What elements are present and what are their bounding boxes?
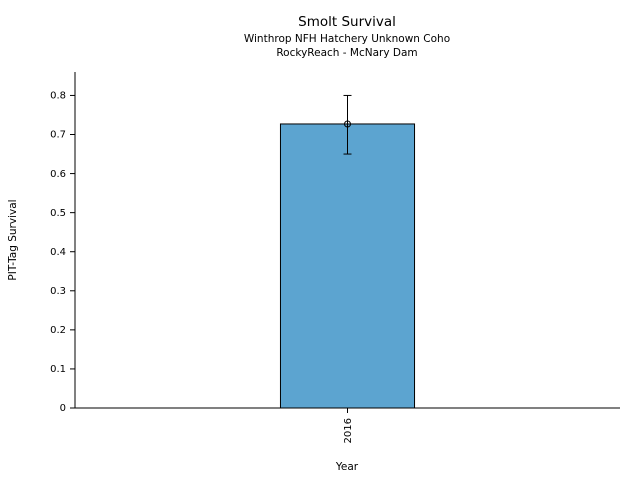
y-tick-label: 0.5 — [50, 208, 66, 219]
y-tick-label: 0.4 — [50, 247, 66, 258]
y-tick-label: 0.1 — [50, 364, 66, 375]
y-tick-label: 0.3 — [50, 286, 66, 297]
y-axis-label: PIT-Tag Survival — [7, 199, 19, 280]
y-tick-label: 0.6 — [50, 169, 66, 180]
point-marker — [344, 120, 351, 128]
chart-subtitle-line2: RockyReach - McNary Dam — [276, 47, 417, 59]
chart-subtitle-line1: Winthrop NFH Hatchery Unknown Coho — [244, 33, 450, 45]
x-axis-label: Year — [335, 461, 359, 473]
chart-title: Smolt Survival — [298, 14, 396, 30]
y-tick-label: 0 — [60, 403, 66, 414]
plot-area: 0 0.1 0.2 0.3 0.4 0.5 0.6 0.7 0.8 2016 — [50, 72, 620, 443]
y-tick-label: 0.2 — [50, 325, 66, 336]
x-tick-label: 2016 — [343, 418, 354, 443]
bar-2016 — [279, 123, 416, 409]
y-tick-label: 0.8 — [50, 91, 66, 102]
y-tick-label: 0.7 — [50, 130, 66, 141]
